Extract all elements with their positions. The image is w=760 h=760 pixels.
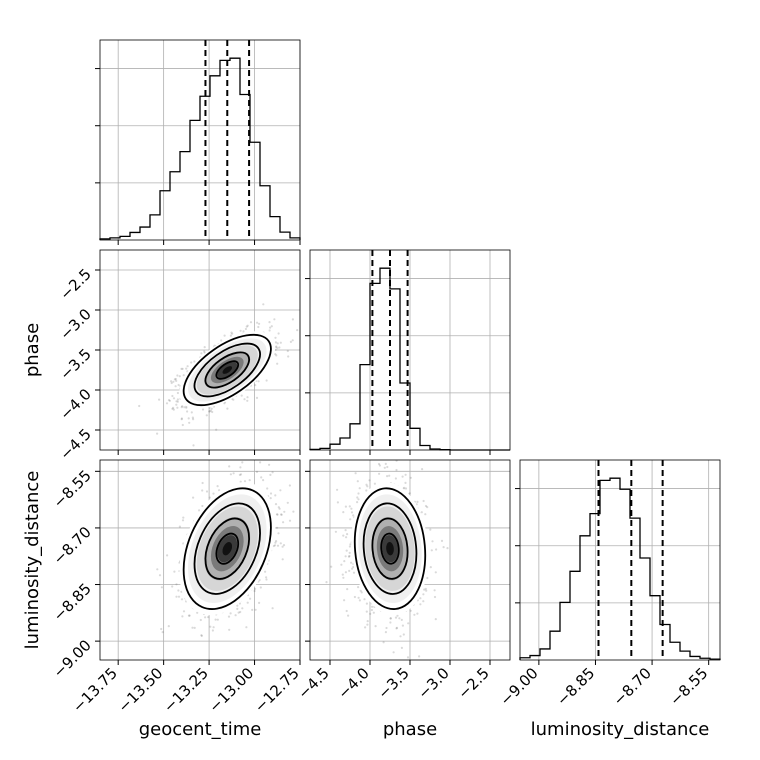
x-tick-label: −13.00 — [205, 664, 257, 716]
contour-line-0 — [215, 360, 240, 380]
density-fill — [179, 482, 276, 616]
x-axis-label-geocent_time: geocent_time — [139, 719, 262, 740]
x-tick-label: −8.85 — [553, 664, 598, 709]
x-tick-label: −2.5 — [454, 664, 492, 702]
x-tick-label: −3.0 — [414, 664, 452, 702]
x-tick-label: −4.0 — [334, 664, 372, 702]
y-tick-label: −9.00 — [50, 636, 95, 681]
panel-frame — [519, 459, 721, 661]
contour-line-3 — [182, 333, 272, 407]
hist-panel-phase — [305, 249, 511, 451]
contour-line-2 — [193, 502, 261, 595]
y-tick-label: −4.0 — [56, 385, 94, 423]
panel-frame — [99, 39, 301, 241]
y-tick-label: −8.55 — [50, 466, 95, 511]
pair-panel-geocent_time-phase — [99, 249, 301, 451]
contour-line-1 — [204, 517, 250, 580]
hist-panel-geocent_time — [95, 39, 301, 241]
panel-frame — [99, 459, 301, 661]
y-tick-label: −4.5 — [56, 425, 94, 463]
contour-line-3 — [182, 487, 272, 610]
contour-line-0 — [380, 532, 400, 565]
x-tick-label: −13.50 — [114, 664, 166, 716]
hist-panel-luminosity_distance — [515, 459, 721, 661]
y-tick-label: −3.0 — [56, 305, 94, 343]
contour-line-2 — [362, 502, 418, 595]
x-axis-label-phase: phase — [383, 719, 437, 740]
contour-line-1 — [371, 517, 409, 580]
x-tick-label: −13.25 — [160, 664, 212, 716]
contour-line-2 — [193, 342, 261, 398]
y-tick-label: −8.70 — [50, 523, 95, 568]
y-tick-label: −3.5 — [56, 345, 94, 383]
pair-panel-phase-luminosity_distance — [309, 459, 511, 661]
pair-panel-geocent_time-luminosity_distance — [99, 459, 301, 661]
x-tick-label: −13.75 — [69, 664, 121, 716]
density-fill — [351, 482, 429, 616]
x-tick-label: −8.70 — [610, 664, 655, 709]
x-tick-label: −8.55 — [666, 664, 711, 709]
x-tick-label: −3.5 — [374, 664, 412, 702]
y-axis-label-phase: phase — [22, 323, 43, 377]
contour-line-0 — [215, 532, 240, 565]
x-tick-label: −9.00 — [496, 664, 541, 709]
y-axis-label-luminosity_distance: luminosity_distance — [22, 471, 43, 650]
x-tick-label: −4.5 — [294, 664, 332, 702]
histogram-geocent_time — [99, 57, 301, 240]
histogram-luminosity_distance — [519, 477, 721, 660]
y-tick-label: −2.5 — [56, 265, 94, 303]
contour-line-1 — [204, 351, 250, 389]
x-axis-label-luminosity_distance: luminosity_distance — [531, 719, 710, 740]
contour-line-3 — [353, 487, 427, 610]
y-tick-label: −8.85 — [50, 580, 95, 625]
